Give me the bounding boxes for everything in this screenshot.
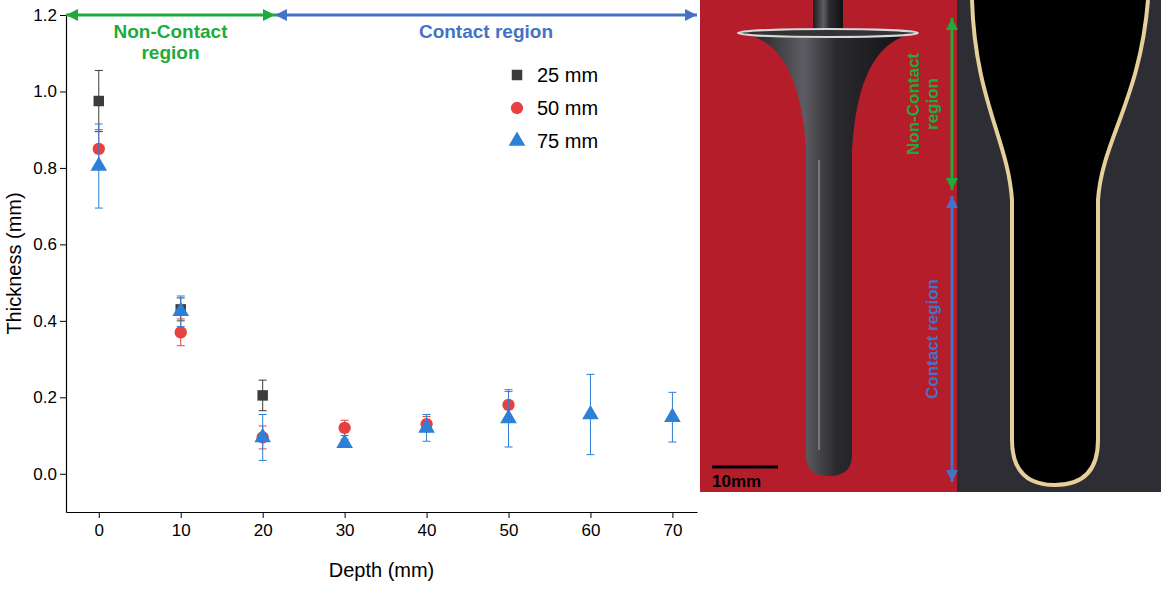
x-tick: 60 — [582, 512, 601, 540]
y-tick-label: 0.4 — [33, 312, 57, 331]
x-tick: 0 — [95, 512, 104, 540]
photo-region-arrow — [951, 196, 954, 482]
y-tick-label: 0.8 — [33, 159, 57, 178]
data-point — [664, 408, 681, 422]
x-tick-mark — [99, 512, 100, 518]
x-tick: 70 — [663, 512, 682, 540]
x-tick: 50 — [500, 512, 519, 540]
region-label: Non-Contactregion — [113, 21, 228, 63]
x-tick-mark — [181, 512, 182, 518]
scale-bar — [712, 466, 778, 469]
legend-marker — [512, 70, 522, 80]
data-point — [90, 156, 107, 170]
x-tick: 20 — [254, 512, 273, 540]
data-point — [254, 428, 271, 442]
photo-region-label-line: Non-Contact — [904, 53, 923, 155]
x-tick-mark — [345, 512, 346, 518]
y-axis-title: Thickness (mm) — [3, 192, 25, 334]
y-tick-label: 1.0 — [33, 82, 57, 101]
series-1 — [93, 130, 515, 449]
data-point — [582, 405, 599, 419]
photo-background-red — [700, 0, 957, 492]
series-0 — [94, 70, 268, 410]
photo-region-label: Contact region — [923, 279, 942, 399]
figure: 0 10 20 30 40 50 60 70 0.0 0.2 0.4 0.6 0.8 1.0 1.2 Dept… — [0, 0, 1161, 592]
x-tick-mark — [672, 512, 673, 518]
region-label-line: Non-Contact — [113, 21, 228, 42]
x-tick-label: 50 — [500, 521, 519, 540]
legend-label: 50 mm — [537, 97, 598, 119]
y-tick: 1.0 — [33, 82, 66, 101]
y-tick-mark — [60, 321, 66, 322]
y-tick: 0.6 — [33, 235, 66, 254]
y-axis-line — [66, 16, 67, 513]
plot-marks — [90, 70, 680, 460]
cross-section — [972, 0, 1148, 485]
x-axis-title: Depth (mm) — [329, 559, 435, 581]
y-tick: 0.2 — [33, 388, 66, 407]
data-point — [338, 422, 350, 434]
legend-marker — [509, 131, 526, 145]
probe-shaft — [813, 0, 843, 32]
data-point — [175, 326, 187, 338]
x-tick-mark — [590, 512, 591, 518]
data-point — [500, 409, 517, 423]
x-tick: 10 — [172, 512, 191, 540]
photo-region-label-line: region — [923, 78, 942, 130]
region-arrow — [66, 14, 275, 17]
x-tick: 30 — [336, 512, 355, 540]
photo-region-arrow — [951, 18, 954, 190]
data-point — [94, 96, 104, 106]
data-point — [418, 418, 435, 432]
y-tick: 0.0 — [33, 465, 66, 484]
region-label-line: Contact region — [419, 21, 553, 42]
y-tick-label: 0.0 — [33, 465, 57, 484]
probe-body — [745, 34, 912, 476]
x-tick-label: 30 — [336, 521, 355, 540]
x-tick-label: 70 — [663, 521, 682, 540]
x-tick-mark — [509, 512, 510, 518]
x-tick: 40 — [418, 512, 437, 540]
photo-background-dark — [957, 0, 1161, 492]
data-point — [172, 302, 189, 316]
x-tick-mark — [427, 512, 428, 518]
x-tick-mark — [263, 512, 264, 518]
x-tick-label: 40 — [418, 521, 437, 540]
x-tick-label: 10 — [172, 521, 191, 540]
x-axis-line — [67, 512, 698, 513]
probe-highlight — [818, 160, 820, 450]
probe-flange — [738, 29, 918, 37]
y-tick-label: 0.2 — [33, 388, 57, 407]
y-tick-mark — [60, 15, 66, 16]
y-tick-mark — [60, 168, 66, 169]
y-tick-mark — [60, 244, 66, 245]
scale-bar-label: 10mm — [712, 472, 761, 491]
data-point — [257, 390, 267, 400]
region-arrow — [275, 14, 697, 17]
x-tick-label: 0 — [95, 521, 104, 540]
legend: 25 mm 50 mm 75 mm — [509, 64, 598, 152]
y-tick: 1.2 — [33, 6, 66, 25]
y-tick: 0.4 — [33, 312, 66, 331]
y-tick-mark — [60, 91, 66, 92]
y-tick-mark — [60, 474, 66, 475]
region-label-line: region — [141, 42, 199, 63]
region-label: Contact region — [419, 21, 553, 42]
x-tick-label: 20 — [254, 521, 273, 540]
photo-region-label: Non-Contactregion — [904, 53, 942, 155]
y-tick-label: 1.2 — [33, 6, 57, 25]
photo-region-label-line: Contact region — [923, 279, 942, 399]
y-tick-mark — [60, 397, 66, 398]
y-axis: 0.0 0.2 0.4 0.6 0.8 1.0 1.2 — [33, 6, 66, 513]
legend-label: 75 mm — [537, 130, 598, 152]
legend-label: 25 mm — [537, 64, 598, 86]
y-tick-label: 0.6 — [33, 235, 57, 254]
x-tick-label: 60 — [582, 521, 601, 540]
y-tick: 0.8 — [33, 159, 66, 178]
data-point — [336, 434, 353, 448]
x-axis: 0 10 20 30 40 50 60 70 — [67, 512, 698, 540]
series-2 — [90, 124, 680, 460]
photo-panel: 10mm Non-Contactregion Contact region — [700, 0, 1161, 492]
legend-marker — [511, 102, 523, 114]
